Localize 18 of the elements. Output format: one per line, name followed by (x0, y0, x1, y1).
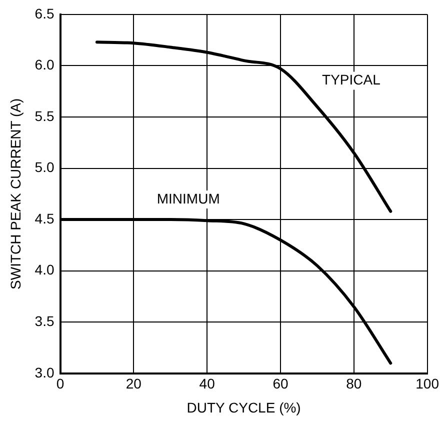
y-tick-label: 6.0 (34, 56, 54, 73)
x-tick-label: 40 (199, 376, 216, 392)
x-tick-label: 100 (416, 376, 440, 392)
x-tick-label: 0 (56, 376, 64, 392)
series-label: MINIMUM (156, 190, 220, 206)
y-tick-label: 4.0 (34, 262, 54, 278)
x-tick-label: 60 (272, 376, 288, 392)
y-tick-label: 3.5 (34, 312, 54, 329)
x-axis-title: DUTY CYCLE (%) (186, 399, 301, 416)
x-tick-label: 20 (126, 376, 142, 392)
x-tick-label: 80 (346, 376, 362, 392)
y-tick-label: 4.5 (34, 210, 54, 226)
y-axis-title: SWITCH PEAK CURRENT (A) (7, 98, 24, 290)
y-tick-label: 5.0 (34, 159, 54, 176)
y-tick-label: 6.5 (34, 5, 54, 22)
y-tick-label: 3.0 (34, 364, 54, 380)
series-label: TYPICAL (322, 72, 381, 88)
y-tick-label: 5.5 (34, 108, 54, 124)
